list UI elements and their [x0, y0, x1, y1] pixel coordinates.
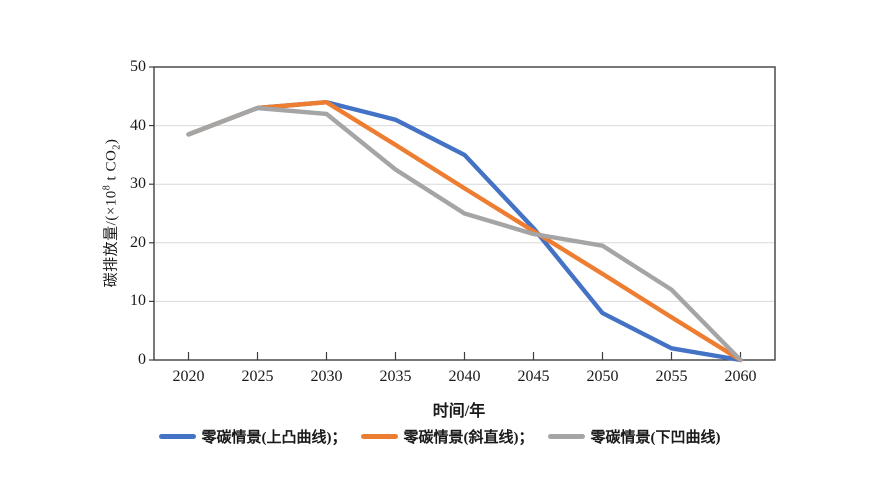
- legend-swatch-concave: [547, 433, 585, 439]
- legend-label-convex: 零碳情景(上凸曲线)；: [201, 429, 347, 446]
- y-axis-title: 碳排放量/(×108 t CO2): [100, 139, 123, 288]
- series-line-concave: [186, 105, 743, 363]
- y-tick-label-30: 30: [130, 175, 146, 193]
- x-tick-label-2040: 2040: [448, 368, 481, 385]
- x-tick-label-2025: 2025: [241, 368, 274, 385]
- legend-item-straight: 零碳情景(斜直线)；: [360, 426, 534, 447]
- legend-swatch-straight: [360, 433, 398, 439]
- legend-item-concave: 零碳情景(下凹曲线): [547, 426, 721, 447]
- legend: 零碳情景(上凸曲线)； 零碳情景(斜直线)； 零碳情景(下凹曲线): [0, 424, 879, 448]
- x-tick-label-2050: 2050: [586, 368, 619, 385]
- x-tick-label-2055: 2055: [655, 368, 688, 385]
- x-tick-label-2045: 2045: [517, 368, 550, 385]
- x-tick-label-2035: 2035: [379, 368, 412, 385]
- legend-label-concave: 零碳情景(下凹曲线): [590, 429, 721, 446]
- y-tick-label-20: 20: [130, 233, 146, 251]
- y-tick-label-0: 0: [138, 351, 146, 368]
- x-axis-title: 时间/年: [432, 403, 486, 420]
- y-tick-label-10: 10: [130, 292, 146, 310]
- legend-swatch-convex: [158, 433, 196, 439]
- x-tick-label-2020: 2020: [172, 368, 205, 385]
- x-tick-label-2060: 2060: [724, 368, 757, 385]
- y-tick-label-50: 50: [130, 58, 146, 75]
- y-axis-title-close: ): [103, 138, 120, 145]
- legend-label-straight: 零碳情景(斜直线)；: [403, 429, 534, 446]
- series-line-convex: [186, 99, 743, 363]
- y-axis-title-subscript: 2: [111, 144, 123, 150]
- legend-item-convex: 零碳情景(上凸曲线)；: [158, 426, 347, 447]
- x-tick-label-2030: 2030: [310, 368, 343, 385]
- series-line-straight: [186, 99, 743, 363]
- y-tick-label-40: 40: [130, 116, 146, 134]
